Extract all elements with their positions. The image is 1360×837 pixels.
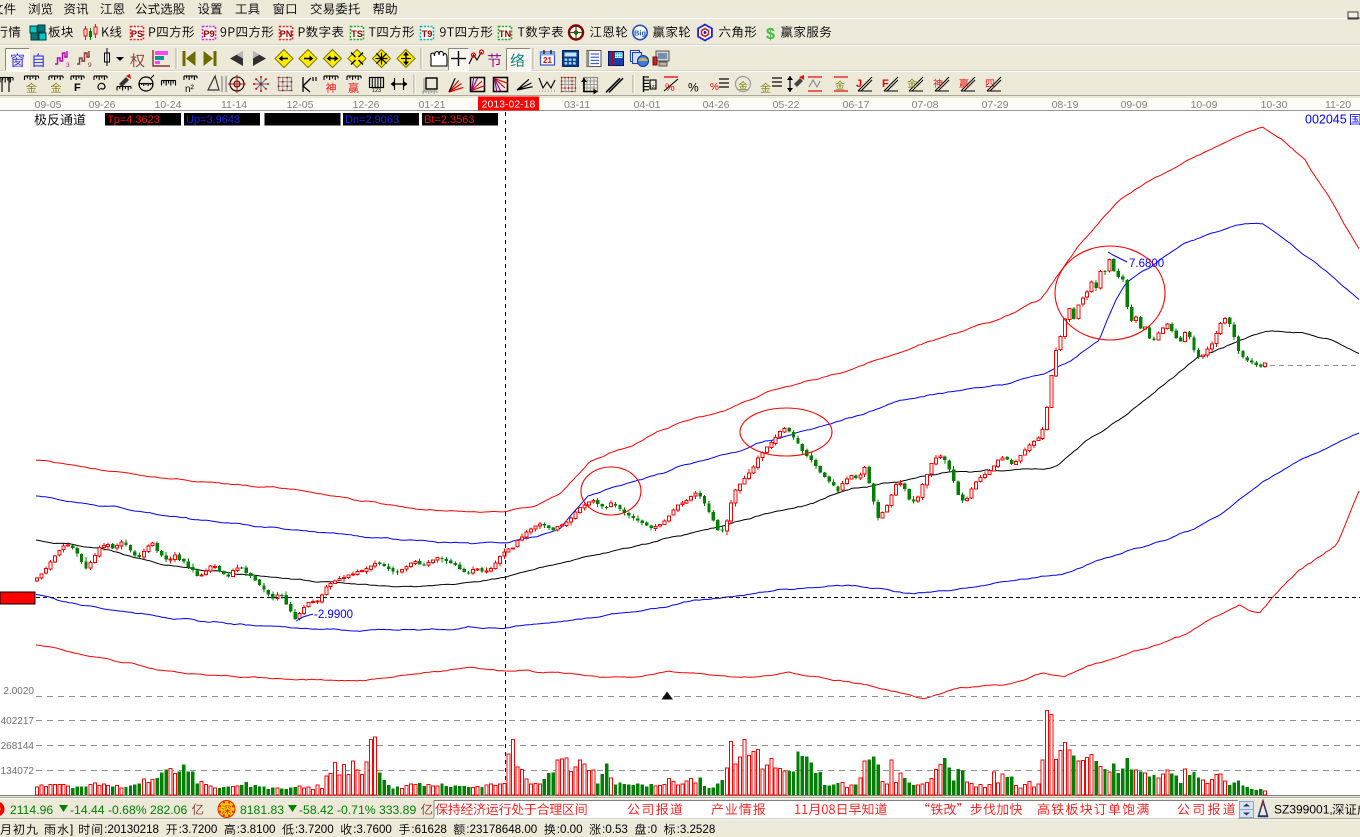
svg-text:-58.42 -0.71% 333.89: -58.42 -0.71% 333.89	[299, 803, 416, 817]
svg-text:12-26: 12-26	[353, 99, 380, 111]
svg-text:2013-02-18: 2013-02-18	[482, 99, 536, 111]
svg-text:09-05: 09-05	[35, 99, 62, 111]
svg-text::3.7200: :3.7200	[295, 823, 334, 836]
svg-text:T9: T9	[422, 29, 433, 39]
svg-text:]: ]	[70, 823, 73, 836]
svg-text:402217: 402217	[1, 716, 35, 727]
svg-text:07-08: 07-08	[912, 99, 939, 111]
svg-text::3.7600: :3.7600	[353, 823, 392, 836]
svg-text:10-30: 10-30	[1261, 99, 1288, 111]
svg-text:123: 123	[649, 84, 657, 89]
svg-text::3.7200: :3.7200	[179, 823, 218, 836]
svg-text:09-09: 09-09	[1121, 99, 1148, 111]
svg-text:10-09: 10-09	[1191, 99, 1218, 111]
svg-text:07-29: 07-29	[982, 99, 1009, 111]
svg-text:$: $	[766, 26, 775, 43]
svg-text:08-19: 08-19	[1052, 99, 1079, 111]
svg-text:F: F	[882, 78, 889, 90]
svg-text:01-21: 01-21	[419, 99, 446, 111]
svg-text:12-05: 12-05	[287, 99, 314, 111]
svg-text:-14.44 -0.68% 282.06: -14.44 -0.68% 282.06	[70, 803, 187, 817]
svg-text:F: F	[74, 82, 81, 94]
svg-text:7.6800: 7.6800	[1129, 258, 1164, 270]
svg-text:J: J	[856, 78, 862, 90]
svg-text::0: :0	[647, 823, 657, 836]
svg-text:2.0020: 2.0020	[3, 686, 34, 697]
svg-text:05-22: 05-22	[773, 99, 800, 111]
svg-text:Up=3.9643: Up=3.9643	[186, 114, 240, 126]
svg-text::3.2528: :3.2528	[677, 823, 716, 836]
svg-text:SZ399001,: SZ399001,	[1274, 803, 1333, 817]
svg-text::3.8100: :3.8100	[237, 823, 276, 836]
svg-text:002045: 002045	[1305, 113, 1347, 127]
svg-text:10-24: 10-24	[155, 99, 182, 111]
svg-text:%: %	[665, 82, 675, 94]
svg-text:Dn=2.9063: Dn=2.9063	[345, 114, 399, 126]
svg-text:134072: 134072	[1, 766, 35, 777]
svg-text:-2.9900: -2.9900	[314, 609, 353, 621]
svg-text::23178648.00: :23178648.00	[466, 823, 537, 836]
svg-text:06-17: 06-17	[843, 99, 870, 111]
svg-text::0.53: :0.53	[602, 823, 628, 836]
svg-text:11-14: 11-14	[221, 99, 247, 111]
svg-text:%: %	[710, 82, 719, 93]
svg-text::61628: :61628	[411, 823, 446, 836]
svg-text::20130218: :20130218	[104, 823, 159, 836]
svg-text:3: 3	[66, 62, 70, 69]
svg-text:TS: TS	[351, 29, 363, 39]
svg-text:09-26: 09-26	[89, 99, 116, 111]
svg-text:9: 9	[88, 62, 92, 69]
svg-text:8181.83: 8181.83	[240, 803, 284, 817]
svg-text:P9: P9	[203, 29, 214, 39]
svg-text:11-20: 11-20	[1325, 99, 1351, 111]
svg-text:Tp=4.3623: Tp=4.3623	[107, 114, 160, 126]
svg-text:TN: TN	[499, 29, 512, 39]
svg-text:PN: PN	[280, 29, 293, 39]
svg-text:Bt=2.3563: Bt=2.3563	[424, 114, 474, 126]
svg-text:Big: Big	[634, 29, 647, 38]
svg-text::0.00: :0.00	[557, 823, 583, 836]
svg-text:123: 123	[372, 88, 381, 94]
svg-text:268144: 268144	[1, 741, 35, 752]
svg-text:n²: n²	[185, 84, 195, 95]
svg-text:21: 21	[543, 56, 552, 65]
svg-text:PS: PS	[131, 29, 143, 39]
svg-text:04-01: 04-01	[634, 99, 661, 111]
svg-text:%: %	[688, 81, 699, 95]
svg-text:04-26: 04-26	[703, 99, 730, 111]
svg-text:2114.96: 2114.96	[10, 803, 53, 817]
svg-text:03-11: 03-11	[564, 99, 590, 111]
